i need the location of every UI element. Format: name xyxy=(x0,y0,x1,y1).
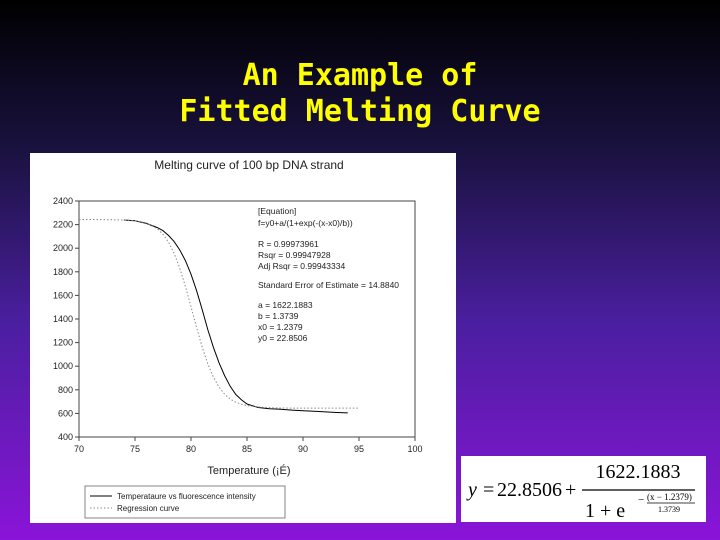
y-tick-label: 400 xyxy=(58,432,73,442)
x-axis-label: Temperature (¡É) xyxy=(207,464,290,477)
annotation-r: R = 0.99973961 xyxy=(258,239,319,249)
series-group xyxy=(79,219,359,414)
y-axis: 400 600 800 1000 1200 1400 1600 1800 2000 2200 240… xyxy=(53,196,79,442)
series-line-measured xyxy=(123,219,348,414)
slide-title-line-2: Fitted Melting Curve xyxy=(179,94,541,129)
annotation-x0: x0 = 1.2379 xyxy=(258,322,303,332)
y-tick-label: 2200 xyxy=(53,220,73,230)
y-tick-label: 2400 xyxy=(53,196,73,206)
x-tick-label: 100 xyxy=(407,444,422,454)
x-tick-label: 95 xyxy=(354,444,364,454)
fitted-equation-panel: y = 22.8506 + 1622.1883 1 + e − (x − 1.2… xyxy=(461,456,706,522)
formula-equals: = xyxy=(483,479,494,501)
annotation-equation: f=y0+a/(1+exp(-(x-x0)/b)) xyxy=(258,218,353,228)
annotation-header: [Equation] xyxy=(258,206,296,216)
slide-title: An Example of Fitted Melting Curve xyxy=(0,58,720,130)
slide-title-line-1: An Example of xyxy=(242,58,478,93)
annotation-y0: y0 = 22.8506 xyxy=(258,333,308,343)
plot-frame xyxy=(78,200,416,438)
x-tick-label: 85 xyxy=(242,444,252,454)
formula-plus: + xyxy=(565,479,576,501)
annotation-b: b = 1.3739 xyxy=(258,311,299,321)
annotation-a: a = 1622.1883 xyxy=(258,300,313,310)
x-tick-label: 70 xyxy=(74,444,84,454)
equation-annotation: [Equation] f=y0+a/(1+exp(-(x-x0)/b)) R =… xyxy=(258,206,399,343)
formula-exp-sign: − xyxy=(638,494,644,506)
legend-label-measured: Temperataure vs fluorescence intensity xyxy=(117,492,256,501)
x-axis: 70 75 80 85 90 95 100 xyxy=(74,437,423,454)
y-tick-label: 600 xyxy=(58,408,73,418)
series-line-regression xyxy=(79,219,359,409)
chart-title: Melting curve of 100 bp DNA strand xyxy=(154,158,343,172)
y-tick-label: 1800 xyxy=(53,267,73,277)
y-tick-label: 1400 xyxy=(53,314,73,324)
chart-svg: Melting curve of 100 bp DNA strand 400 60… xyxy=(53,158,423,519)
y-tick-label: 1000 xyxy=(53,361,73,371)
y-tick-label: 1200 xyxy=(53,338,73,348)
annotation-std-error: Standard Error of Estimate = 14.8840 xyxy=(258,280,399,290)
y-tick-label: 2000 xyxy=(53,243,73,253)
annotation-rsqr: Rsqr = 0.99947928 xyxy=(258,250,331,260)
y-tick-label: 800 xyxy=(58,385,73,395)
legend-label-regression: Regression curve xyxy=(117,504,180,513)
legend-box xyxy=(84,485,286,519)
legend: Temperataure vs fluorescence intensity R… xyxy=(84,485,286,519)
formula-exp-denominator: 1.3739 xyxy=(658,505,680,514)
formula-y0: 22.8506 xyxy=(497,479,562,501)
formula-exp-numerator: (x − 1.2379) xyxy=(647,492,692,502)
formula-svg: y = 22.8506 + 1622.1883 1 + e − (x − 1.2… xyxy=(466,461,695,522)
melting-curve-chart: Melting curve of 100 bp DNA strand 400 60… xyxy=(30,153,456,523)
x-tick-label: 90 xyxy=(298,444,308,454)
formula-lhs: y xyxy=(466,479,477,501)
formula-denominator: 1 + e xyxy=(585,500,625,522)
annotation-adj-rsqr: Adj Rsqr = 0.99943334 xyxy=(258,261,345,271)
formula-numerator: 1622.1883 xyxy=(596,461,681,483)
x-tick-label: 75 xyxy=(130,444,140,454)
y-tick-label: 1600 xyxy=(53,290,73,300)
x-tick-label: 80 xyxy=(186,444,196,454)
